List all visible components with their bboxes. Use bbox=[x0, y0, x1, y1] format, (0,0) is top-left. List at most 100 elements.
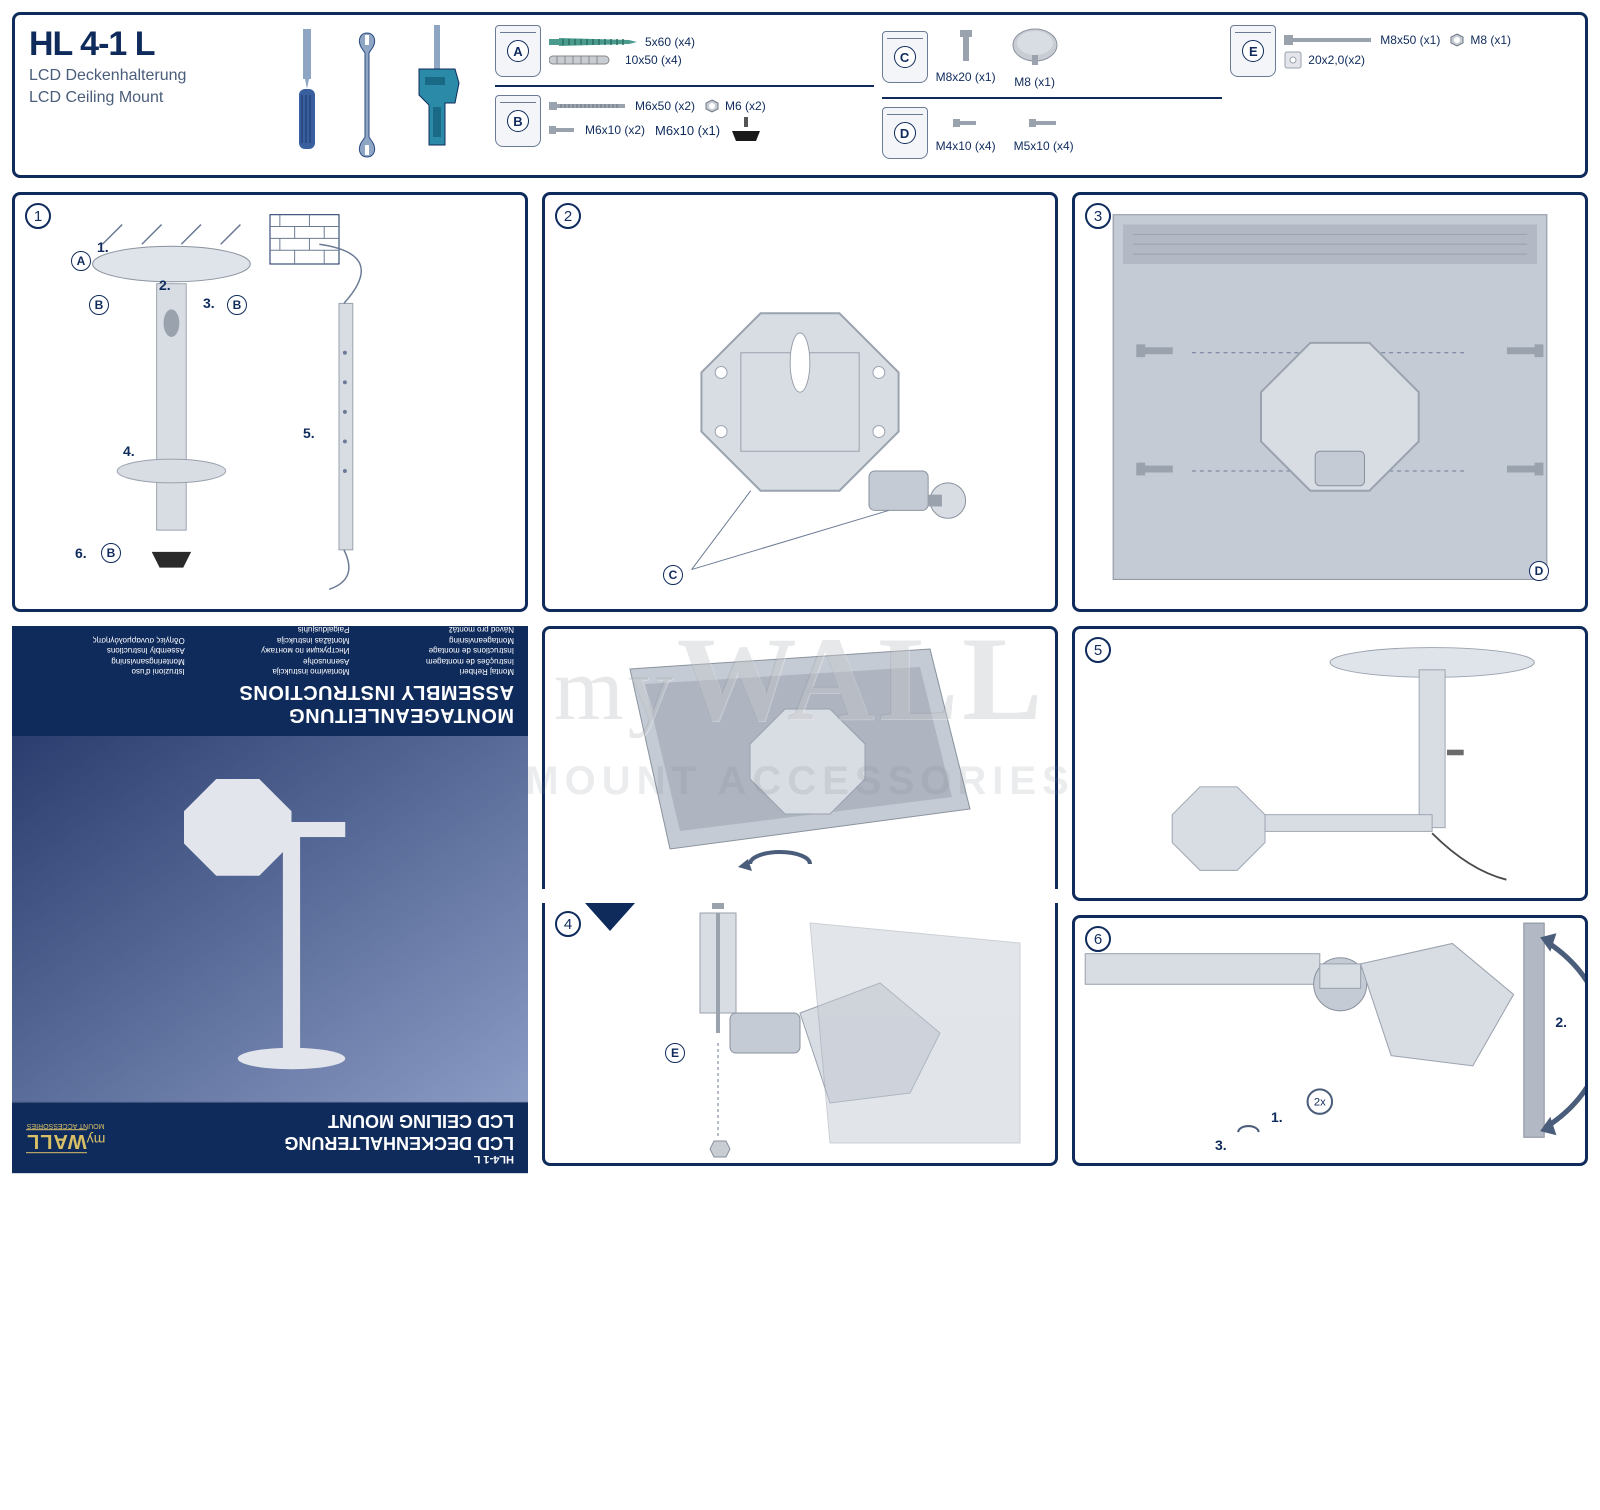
callout-e: E bbox=[665, 1043, 685, 1063]
step-1-number: 1 bbox=[25, 203, 51, 229]
thumb-knob-icon bbox=[730, 117, 762, 143]
bolt-long-icon bbox=[549, 101, 629, 111]
step-4b-diagram bbox=[545, 903, 1055, 1163]
parts-col-e: E M8x50 (x1) M8 (x1) 20x2,0(x2) bbox=[1230, 25, 1571, 165]
wood-screw-icon bbox=[549, 36, 639, 48]
wrench-icon bbox=[342, 25, 392, 165]
cover-title-de: MONTAGEANLEITUNG bbox=[289, 704, 514, 726]
part-e3-spec: 20x2,0(x2) bbox=[1308, 53, 1365, 67]
cover-lang-item: Návod pro montáž bbox=[355, 624, 514, 634]
bag-e: E bbox=[1230, 25, 1276, 77]
bag-d: D bbox=[882, 107, 928, 159]
brand-logo: myWALL MOUNT ACCESSORIES bbox=[26, 1122, 105, 1152]
cover-langs: Montaj RehberiInstruções de montagemInst… bbox=[26, 614, 514, 676]
cover-lang-item: Montāžas instrukcija bbox=[191, 634, 350, 644]
step-4-number: 4 bbox=[555, 911, 581, 937]
part-d2-spec: M5x10 (x4) bbox=[1014, 139, 1074, 153]
part-b2-spec: M6 (x2) bbox=[725, 99, 766, 113]
step-3-diagram bbox=[1075, 195, 1585, 609]
step-56-stack: 5 6 bbox=[1072, 626, 1588, 1166]
cover-lang-item: Instructions de montage bbox=[355, 645, 514, 655]
step-2-panel: 2 C bbox=[542, 192, 1058, 612]
part-b1-spec: M6x50 (x2) bbox=[635, 99, 695, 113]
step6-sub2: 2. bbox=[1555, 1014, 1567, 1030]
bag-a: A bbox=[495, 25, 541, 77]
bag-c-row: C M8x20 (x1) M8 (x1) bbox=[882, 25, 1223, 89]
wall-anchor-icon bbox=[549, 53, 619, 67]
cover-lang-item: Instrucciones de montaje bbox=[355, 614, 514, 624]
header-strip: HL 4-1 L LCD Deckenhalterung LCD Ceiling… bbox=[12, 12, 1588, 178]
hand-knob-icon bbox=[1010, 25, 1060, 69]
cover-lang-item: Asennusohje bbox=[191, 655, 350, 665]
callout-a: A bbox=[71, 251, 91, 271]
step-3-number: 3 bbox=[1085, 203, 1111, 229]
cover-model: HL4-1 L bbox=[284, 1153, 514, 1165]
callout-b: B bbox=[101, 543, 121, 563]
cover-lang-item: Monteringsanvisning bbox=[26, 655, 185, 665]
part-e2-spec: M8 (x1) bbox=[1470, 33, 1511, 47]
cover-lang-item: Montageanvisning bbox=[355, 634, 514, 644]
subtitle-en: LCD Ceiling Mount bbox=[29, 88, 259, 108]
step1-sub6: 6. bbox=[75, 545, 87, 561]
part-c1-spec: M8x20 (x1) bbox=[936, 70, 996, 84]
step1-sub1: 1. bbox=[97, 239, 109, 255]
drill-icon bbox=[402, 25, 472, 165]
part-c2-spec: M8 (x1) bbox=[1014, 75, 1055, 89]
bolt-icon bbox=[954, 30, 978, 64]
step-2-number: 2 bbox=[555, 203, 581, 229]
bolt-short-icon bbox=[1029, 113, 1059, 133]
part-b3-spec: M6x10 (x2) bbox=[585, 123, 645, 137]
hex-nut-icon bbox=[705, 99, 719, 113]
step6-sub1: 1. bbox=[1271, 1109, 1283, 1125]
cover-lang-item: Paigaldusjuhis bbox=[191, 624, 350, 634]
step1-sub3: 3. bbox=[203, 295, 215, 311]
cover-lang-item: Montagehandleiding bbox=[191, 614, 350, 624]
step1-sub4: 4. bbox=[123, 443, 135, 459]
steps-grid: 1 A 1. B B 2. 3. 4. 5. 6. B bbox=[12, 192, 1588, 1166]
step-3-panel: 3 D bbox=[1072, 192, 1588, 612]
cover-lang-item: Инструкции по монтажу bbox=[191, 645, 350, 655]
step1-sub2: 2. bbox=[159, 277, 171, 293]
cover-photo bbox=[12, 736, 528, 1102]
cover-lang-item: Οδηγίες συναρμολόγησης bbox=[26, 634, 185, 644]
step-2-diagram bbox=[545, 195, 1055, 609]
hex-nut-icon bbox=[1450, 33, 1464, 47]
cover-lang-item: Assembly Instructions bbox=[26, 645, 185, 655]
screwdriver-icon bbox=[282, 25, 332, 165]
cover-lang-item: Istruzioni d'uso bbox=[26, 666, 185, 676]
title-block: HL 4-1 L LCD Deckenhalterung LCD Ceiling… bbox=[29, 25, 259, 165]
parts-list: A 5x60 (x4) 10x50 (x4) B M6x50 (x2) M6 (… bbox=[495, 25, 1571, 165]
cover-en: LCD CEILING MOUNT bbox=[284, 1110, 514, 1132]
bag-e-row: E M8x50 (x1) M8 (x1) 20x2,0(x2) bbox=[1230, 25, 1571, 77]
callout-d: D bbox=[1529, 561, 1549, 581]
step-4a-panel bbox=[542, 626, 1058, 889]
product-render-icon bbox=[12, 736, 528, 1102]
bag-b: B bbox=[495, 95, 541, 147]
bag-d-row: D M4x10 (x4) M5x10 (x4) bbox=[882, 107, 1223, 159]
steps-grid-wrap: 1 A 1. B B 2. 3. 4. 5. 6. B bbox=[12, 192, 1588, 1166]
callout-b: B bbox=[89, 295, 109, 315]
bolt-short-icon bbox=[953, 113, 979, 133]
step-1-diagram bbox=[15, 195, 525, 609]
down-arrow-icon bbox=[585, 903, 635, 933]
part-d1-spec: M4x10 (x4) bbox=[936, 139, 996, 153]
bolt-short-icon bbox=[549, 125, 579, 135]
step-4b-panel: 4 E bbox=[542, 903, 1058, 1166]
square-washer-icon bbox=[1284, 51, 1302, 69]
cover-bottom: HL4-1 L LCD DECKENHALTERUNG LCD CEILING … bbox=[12, 1102, 528, 1173]
step6-sub3: 3. bbox=[1215, 1137, 1227, 1153]
bag-a-row: A 5x60 (x4) 10x50 (x4) bbox=[495, 25, 874, 77]
bag-c: C bbox=[882, 31, 928, 83]
step1-sub5: 5. bbox=[303, 425, 315, 441]
subtitle-de: LCD Deckenhalterung bbox=[29, 66, 259, 86]
step-4a-diagram bbox=[545, 629, 1055, 889]
cover-lang-item: Montavimo instrukcija bbox=[191, 666, 350, 676]
part-a1-spec: 5x60 (x4) bbox=[645, 35, 695, 49]
step-6-diagram: 2x bbox=[1075, 918, 1585, 1163]
rotate-2x: 2x bbox=[1314, 1097, 1326, 1109]
step-5-diagram bbox=[1075, 629, 1585, 898]
callout-c: C bbox=[663, 565, 683, 585]
part-b4-spec: M6x10 (x1) bbox=[655, 123, 720, 138]
part-e1-spec: M8x50 (x1) bbox=[1380, 33, 1440, 47]
step-1-panel: 1 A 1. B B 2. 3. 4. 5. 6. B bbox=[12, 192, 528, 612]
